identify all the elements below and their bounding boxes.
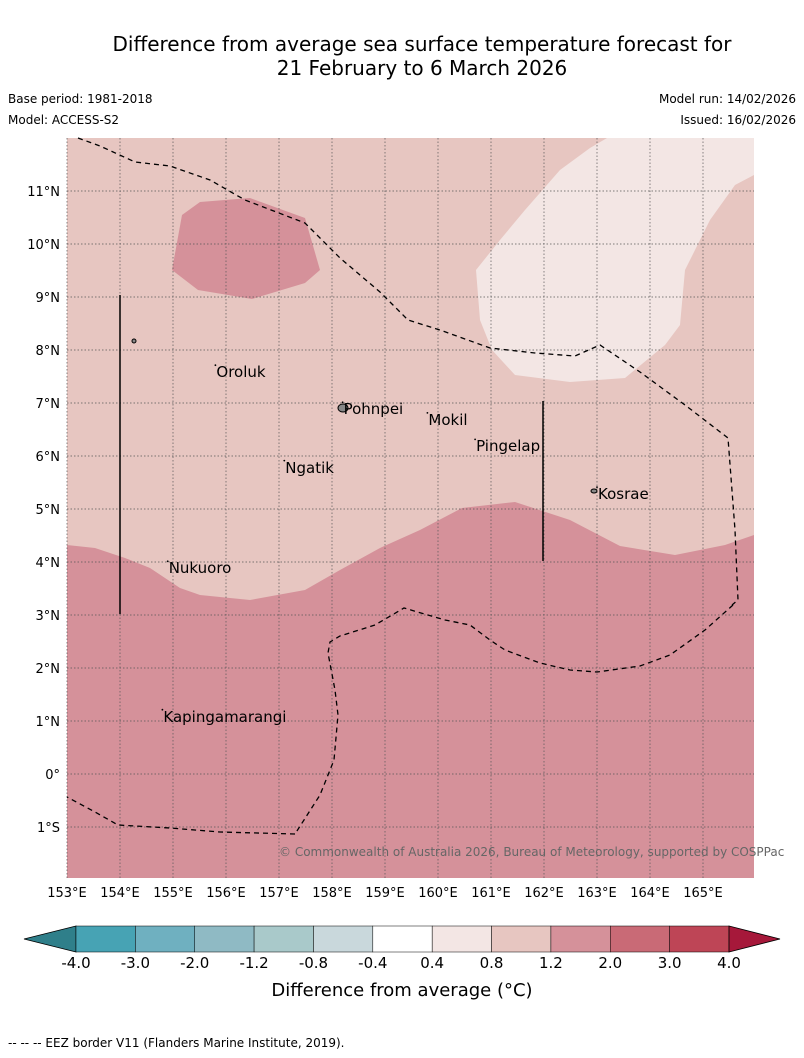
colorbar-bin [253, 925, 314, 953]
colorbar-bin [491, 925, 552, 953]
atoll-island [131, 338, 137, 344]
colorbar-bin [669, 925, 730, 953]
kosrae-island [590, 488, 598, 494]
lon-tick-label: 159°E [365, 886, 405, 901]
colorbar-tick-label: -0.8 [299, 954, 328, 972]
place-label-nukuoro: Nukuoro [168, 559, 232, 578]
lat-tick-label: 0° [45, 768, 60, 783]
colorbar-extend-high [728, 925, 781, 953]
lon-tick-label: 155°E [153, 886, 193, 901]
colorbar-bin [431, 925, 492, 953]
lon-tick-label: 160°E [418, 886, 458, 901]
lat-tick-label: 2°N [36, 662, 61, 677]
lat-tick-label: 9°N [36, 291, 61, 306]
lon-tick-label: 162°E [524, 886, 564, 901]
place-dot [283, 459, 286, 462]
pohnpei-island [337, 403, 349, 413]
lat-tick-label: 10°N [27, 238, 60, 253]
eez-borders [66, 137, 739, 835]
model-name: Model: ACCESS-S2 [8, 113, 120, 127]
place-markers [161, 364, 598, 711]
graticule [66, 138, 754, 878]
lat-tick-label: 3°N [36, 609, 61, 624]
lon-tick-label: 165°E [683, 886, 723, 901]
place-label-kosrae: Kosrae [598, 485, 649, 504]
lon-tick-label: 161°E [471, 886, 511, 901]
place-label-mokil: Mokil [428, 410, 468, 429]
colorbar-extend-low [23, 925, 77, 953]
place-label-pingelap: Pingelap [476, 437, 541, 456]
colorbar-tick-label: -2.0 [180, 954, 209, 972]
place-dot [214, 364, 217, 367]
place-label-kapingamarangi: Kapingamarangi [163, 707, 287, 726]
lat-tick-label: 4°N [36, 556, 61, 571]
eez-line-south [66, 796, 296, 835]
title-line-1: Difference from average sea surface temp… [112, 32, 732, 56]
eez-line-southeast [294, 604, 734, 835]
colorbar-tick-label: 2.0 [598, 954, 622, 972]
lon-tick-label: 163°E [577, 886, 617, 901]
colorbar-tick-label: 3.0 [658, 954, 682, 972]
place-label-oroluk: Oroluk [216, 363, 266, 382]
base-period: Base period: 1981-2018 [8, 92, 153, 106]
colorbar-tick-label: -4.0 [61, 954, 90, 972]
eez-footnote: -- -- -- EEZ border V11 (Flanders Marine… [8, 1036, 345, 1050]
lat-tick-label: 1°N [36, 715, 61, 730]
eez-line-north [77, 137, 739, 606]
colorbar-tick-label: -1.2 [239, 954, 268, 972]
lon-tick-label: 164°E [630, 886, 670, 901]
colorbar-bin [313, 925, 374, 953]
model-run: Model run: 14/02/2026 [658, 92, 796, 106]
lon-tick-label: 157°E [259, 886, 299, 901]
colorbar-tick-label: 0.4 [420, 954, 444, 972]
lon-tick-label: 154°E [100, 886, 140, 901]
anomaly-field-1.2-2.0-south [67, 502, 754, 878]
place-label-ngatik: Ngatik [285, 458, 334, 477]
colorbar-bin [194, 925, 255, 953]
place-dot [341, 401, 344, 404]
place-dot [161, 708, 164, 711]
anomaly-field-1.2-2.0-north [172, 198, 320, 299]
colorbar-bin [550, 925, 611, 953]
colorbar: -4.0 -3.0 -2.0 -1.2 -0.8 -0.4 0.4 0.8 1.2 2.0 3.0 4… [23, 925, 781, 972]
colorbar-tick-label: 0.8 [480, 954, 504, 972]
place-label-pohnpei: Pohnpei [343, 400, 404, 419]
place-dot [166, 560, 169, 563]
lat-tick-label: 6°N [36, 450, 61, 465]
map-fields [67, 138, 754, 878]
colorbar-title: Difference from average (°C) [271, 980, 533, 1001]
lon-tick-label: 153°E [47, 886, 87, 901]
title-line-2: 21 February to 6 March 2026 [276, 56, 568, 80]
lon-tick-label: 158°E [312, 886, 352, 901]
place-dot [426, 412, 429, 414]
colorbar-tick-label: -0.4 [358, 954, 387, 972]
map-title: Difference from average sea surface temp… [40, 32, 804, 80]
colorbar-bin [610, 925, 670, 953]
lat-tick-label: 11°N [27, 185, 60, 200]
colorbar-tick-label: -3.0 [121, 954, 150, 972]
colorbar-bin [372, 925, 433, 953]
lat-tick-label: 7°N [36, 397, 61, 412]
lat-tick-label: 1°S [37, 821, 60, 836]
anomaly-field-0.4-0.8 [476, 138, 754, 382]
colorbar-tick-label: 1.2 [539, 954, 563, 972]
colorbar-bin [75, 925, 136, 953]
lat-tick-label: 5°N [36, 503, 61, 518]
colorbar-tick-label: 4.0 [717, 954, 741, 972]
copyright-notice: © Commonwealth of Australia 2026, Bureau… [279, 845, 785, 859]
lon-tick-label: 156°E [206, 886, 246, 901]
axis-tick-labels: 153°E 154°E 155°E 156°E 157°E 158°E 159°E 160°E… [27, 185, 723, 901]
place-dot [596, 486, 598, 488]
islands [131, 338, 598, 494]
place-dot [474, 438, 476, 441]
lat-tick-label: 8°N [36, 344, 61, 359]
issued-date: Issued: 16/02/2026 [680, 113, 796, 127]
colorbar-bin [135, 925, 195, 953]
